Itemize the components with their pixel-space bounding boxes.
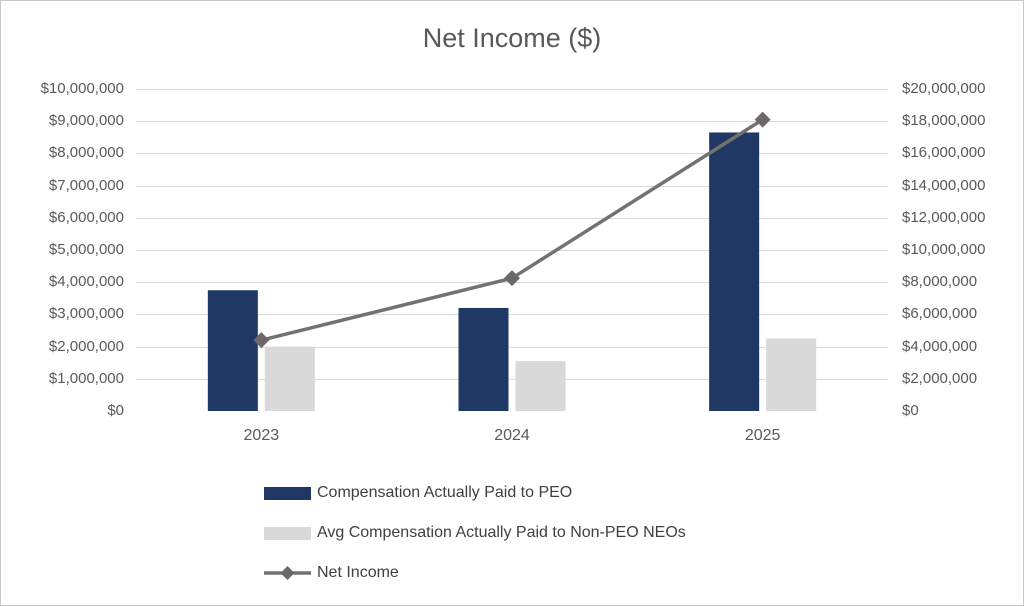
diamond-marker — [253, 332, 270, 349]
left-axis-tick-label: $1,000,000 — [48, 369, 124, 387]
legend-label: Compensation Actually Paid to PEO — [317, 484, 573, 501]
right-axis-tick-label: $0 — [902, 402, 919, 419]
right-axis-tick-label: $18,000,000 — [902, 112, 986, 130]
legend-swatch — [264, 486, 311, 500]
chart-title: Net Income ($) — [422, 23, 602, 53]
right-axis-tick-label: $20,000,000 — [902, 80, 986, 97]
bar-series0-2024 — [458, 307, 509, 411]
left-axis-tick-label: $7,000,000 — [48, 176, 124, 194]
left-axis-tick-label: $2,000,000 — [48, 337, 124, 355]
legend-item: Avg Compensation Actually Paid to Non-PE… — [264, 513, 686, 553]
x-axis-label: 2024 — [494, 427, 530, 444]
legend-diamond-marker — [280, 566, 295, 580]
left-axis-tick-label: $3,000,000 — [48, 305, 124, 323]
legend-line-swatch — [264, 566, 311, 580]
net-income-line — [260, 118, 764, 342]
bar-series0-2025 — [709, 132, 760, 411]
legend-label: Avg Compensation Actually Paid to Non-PE… — [317, 524, 686, 541]
left-axis-tick-label: $4,000,000 — [48, 273, 124, 291]
right-axis-tick-label: $4,000,000 — [902, 337, 978, 355]
right-axis-tick-label: $8,000,000 — [902, 273, 978, 291]
x-axis-label: 2025 — [744, 427, 781, 444]
left-axis-tick-label: $0 — [107, 402, 124, 419]
right-axis-tick-label: $6,000,000 — [902, 305, 978, 323]
left-axis-tick-label: $8,000,000 — [48, 144, 124, 162]
left-axis-tick-label: $10,000,000 — [40, 80, 124, 97]
right-axis-tick-label: $14,000,000 — [902, 176, 986, 194]
bar-series1-2024 — [515, 361, 566, 411]
legend-swatch — [264, 526, 311, 540]
legend: Compensation Actually Paid to PEO Avg Com… — [264, 473, 686, 593]
legend-label: Net Income — [317, 564, 399, 581]
left-axis-tick-label: $9,000,000 — [48, 112, 124, 130]
right-axis-tick-label: $10,000,000 — [902, 241, 986, 258]
bar-series0-2023 — [207, 290, 258, 411]
bar-series1-2023 — [264, 346, 315, 411]
legend-item: Compensation Actually Paid to PEO — [264, 473, 686, 513]
x-axis-label: 2023 — [243, 427, 280, 444]
right-axis-tick-label: $12,000,000 — [902, 208, 986, 226]
bar-series1-2025 — [766, 338, 817, 411]
diamond-marker — [754, 111, 771, 128]
right-axis-tick-label: $16,000,000 — [902, 144, 986, 162]
left-axis-tick-label: $5,000,000 — [48, 241, 124, 258]
legend-item: Net Income — [264, 553, 686, 593]
left-axis-tick-label: $6,000,000 — [48, 208, 124, 226]
diamond-marker — [504, 270, 520, 287]
right-axis-tick-label: $2,000,000 — [902, 369, 978, 387]
plot-area — [136, 89, 888, 411]
